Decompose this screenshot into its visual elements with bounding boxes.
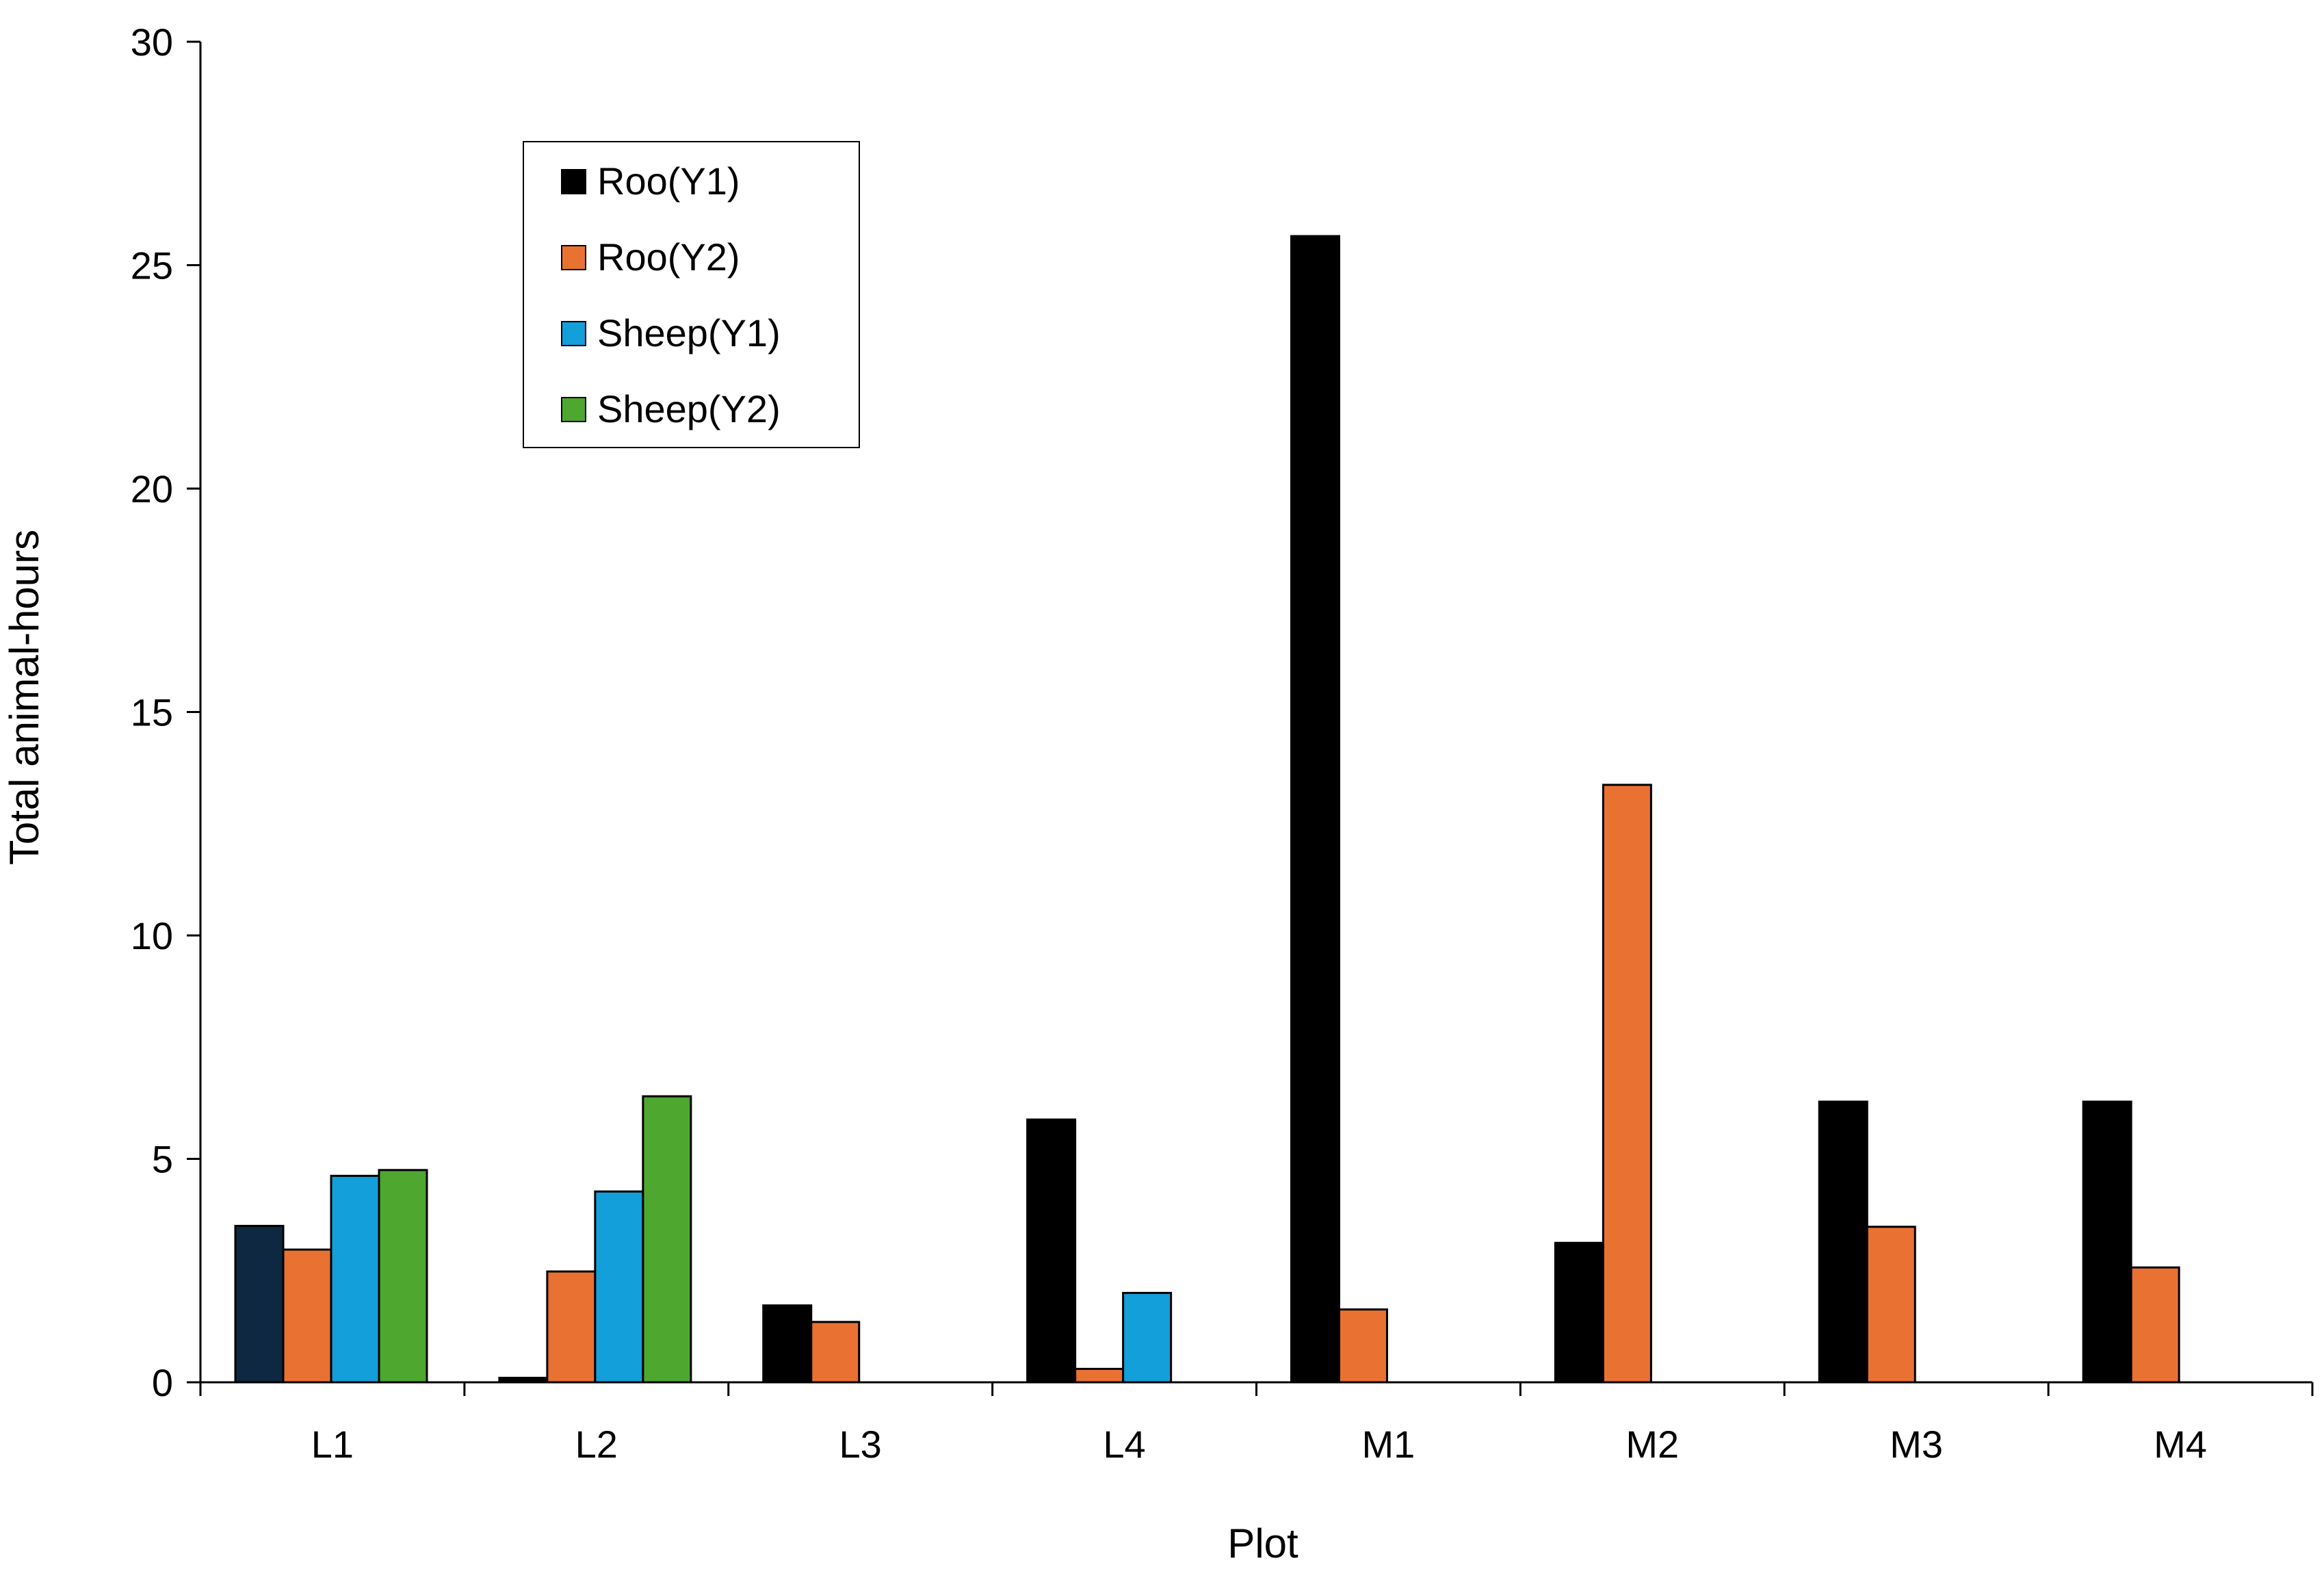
y-tick-label: 5: [152, 1138, 173, 1181]
y-tick-label: 25: [131, 244, 173, 287]
legend: Roo(Y1) Roo(Y2) Sheep(Y1) Sheep(Y2): [523, 141, 860, 448]
y-tick-label: 15: [131, 691, 173, 734]
bar-roo-y2--l1: [282, 1248, 332, 1384]
axes: [187, 40, 2314, 1396]
bar-roo-y1--l3: [762, 1304, 813, 1384]
y-axis-title: Total animal-hours: [1, 530, 47, 865]
legend-label: Roo(Y1): [597, 159, 740, 203]
bar-roo-y1--m2: [1554, 1241, 1604, 1384]
x-axis-title: Plot: [1227, 1521, 1298, 1566]
legend-swatch: [561, 169, 586, 194]
x-tick-label: L3: [839, 1423, 882, 1466]
bar-roo-y2--m1: [1338, 1308, 1388, 1384]
bar-roo-y1--m3: [1818, 1100, 1868, 1384]
x-tick-label: M3: [1890, 1423, 1943, 1466]
legend-label: Sheep(Y2): [597, 387, 781, 430]
y-tick-label: 10: [131, 914, 173, 957]
bar-sheep-y2--l2: [642, 1095, 692, 1384]
y-tick-label: 20: [131, 467, 173, 510]
legend-label: Sheep(Y1): [597, 311, 781, 354]
x-tick-label: L2: [575, 1423, 618, 1466]
legend-swatch: [561, 397, 586, 422]
legend-swatch: [561, 321, 586, 346]
bar-roo-y2--m3: [1866, 1226, 1916, 1384]
x-tick-label: L1: [311, 1423, 354, 1466]
bar-roo-y2--l2: [546, 1270, 597, 1384]
bar-roo-y2--m4: [2130, 1266, 2180, 1384]
y-tick-label: 0: [152, 1361, 173, 1404]
bar-sheep-y1--l2: [594, 1190, 644, 1384]
x-tick-label: M2: [1626, 1423, 1679, 1466]
y-tick-label: 30: [131, 21, 173, 64]
bar-sheep-y1--l4: [1122, 1291, 1173, 1384]
bar-roo-y2--l4: [1074, 1367, 1125, 1384]
x-tick-label: M4: [2154, 1423, 2207, 1466]
legend-swatch: [561, 245, 586, 270]
bar-roo-y2--m2: [1602, 784, 1652, 1384]
bar-roo-y1--m4: [2082, 1100, 2132, 1384]
bars: [234, 235, 2180, 1384]
bar-sheep-y1--l1: [330, 1174, 380, 1384]
bar-roo-y1--l1: [234, 1224, 285, 1384]
tick-labels: 0 5 10 15 20 25 30 L1 L2 L3 L4 M1 M2 M3 M4: [131, 21, 2207, 1466]
x-tick-label: L4: [1103, 1423, 1145, 1466]
x-tick-label: M1: [1362, 1423, 1415, 1466]
bar-roo-y2--l3: [810, 1321, 861, 1384]
legend-label: Roo(Y2): [597, 235, 740, 279]
bar-roo-y1--m1: [1290, 235, 1340, 1384]
bar-sheep-y2--l1: [378, 1169, 428, 1384]
bar-roo-y1--l4: [1026, 1118, 1077, 1384]
